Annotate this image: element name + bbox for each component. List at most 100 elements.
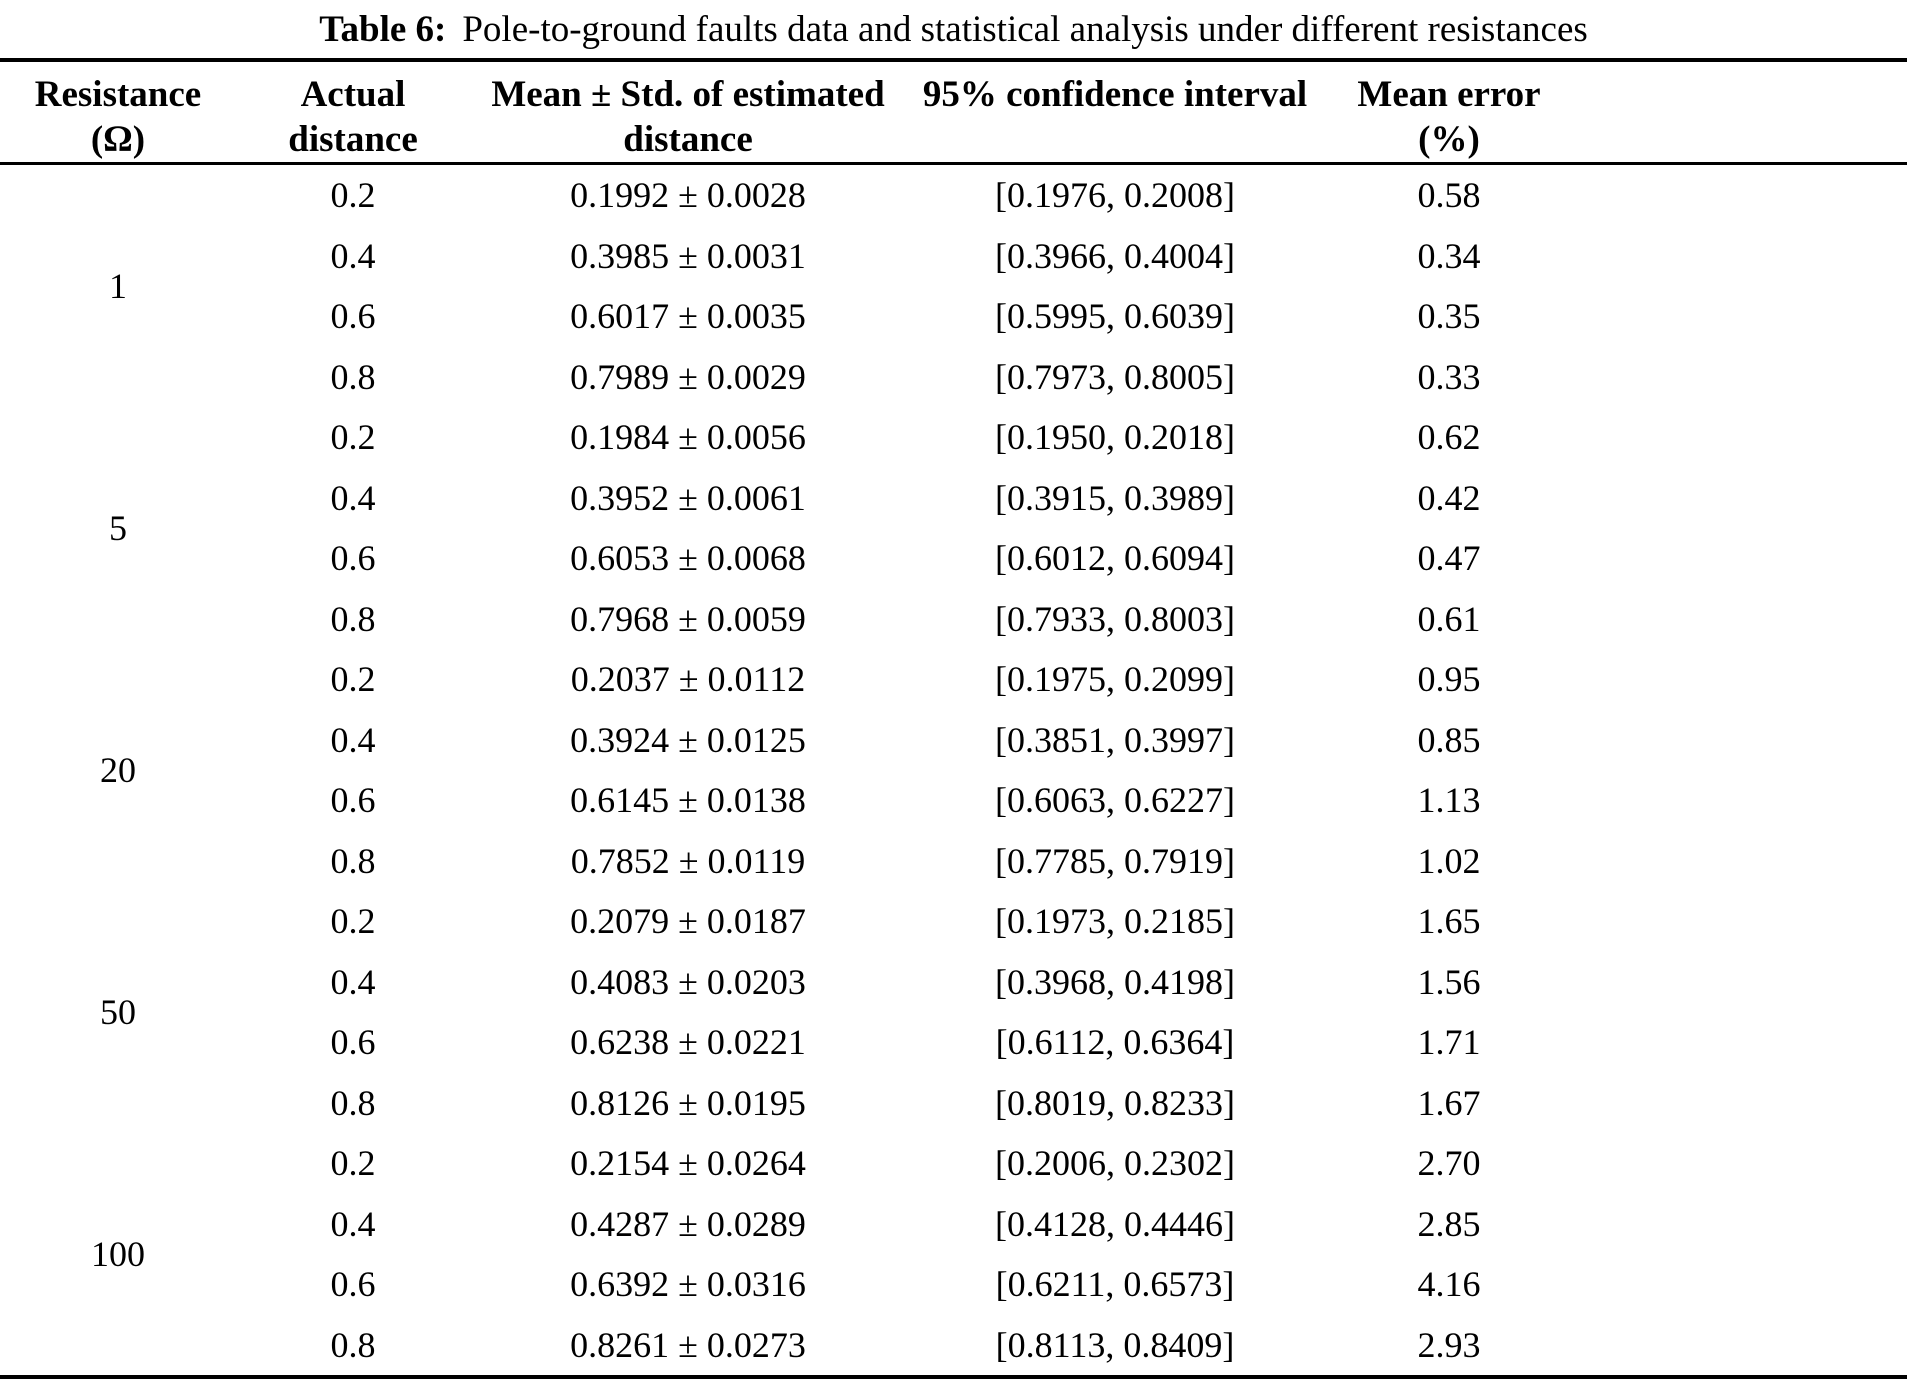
confidence-interval-cell: [0.6112, 0.6364] <box>995 1022 1235 1063</box>
mean-error-cell: 4.16 <box>1417 1264 1481 1305</box>
table-row: 100 0.2 0.2154 ± 0.0264 [0.2006, 0.2302] 2.7… <box>0 1133 1907 1274</box>
spacer-cell <box>1574 528 1907 589</box>
actual-distance-cell: 0.4 <box>330 477 376 518</box>
actual-distance-cell: 0.6 <box>330 780 376 821</box>
header-resistance-line2: (Ω) <box>90 119 146 160</box>
spacer-cell <box>1574 891 1907 952</box>
actual-distance-cell: 0.4 <box>330 961 376 1002</box>
confidence-interval-cell: [0.1975, 0.2099] <box>995 659 1235 700</box>
actual-distance-cell: 0.8 <box>330 598 376 639</box>
confidence-interval-cell: [0.1950, 0.2018] <box>995 417 1235 458</box>
header-mean-std-line1: Mean ± Std. of estimated <box>491 74 885 115</box>
table-row: 0.6 0.6238 ± 0.0221 [0.6112, 0.6364] 1.71 <box>0 1012 1907 1073</box>
resistance-cell: 100 <box>91 1234 145 1274</box>
mean-error-cell: 0.34 <box>1417 235 1481 276</box>
confidence-interval-cell: [0.3966, 0.4004] <box>995 235 1235 276</box>
mean-error-cell: 2.93 <box>1417 1324 1481 1365</box>
confidence-interval-cell: [0.1976, 0.2008] <box>995 175 1235 216</box>
spacer-cell <box>1574 831 1907 892</box>
spacer-cell <box>1574 226 1907 287</box>
spacer-cell <box>1574 770 1907 831</box>
table-header: Resistance (Ω) Actual distance Mean ± St… <box>0 60 1907 164</box>
header-row: Resistance (Ω) Actual distance Mean ± St… <box>0 60 1907 164</box>
header-actual-line1: Actual <box>300 74 406 115</box>
actual-distance-cell: 0.8 <box>330 356 376 397</box>
mean-std-cell: 0.7852 ± 0.0119 <box>570 840 806 881</box>
actual-distance-cell: 0.4 <box>330 1203 376 1244</box>
confidence-interval-cell: [0.3915, 0.3989] <box>995 477 1235 518</box>
table-row: 0.8 0.8126 ± 0.0195 [0.8019, 0.8233] 1.67 <box>0 1073 1907 1134</box>
table-caption: Table 6: Pole-to-ground faults data and s… <box>0 0 1907 58</box>
spacer-cell <box>1574 347 1907 408</box>
mean-std-cell: 0.6145 ± 0.0138 <box>570 780 806 821</box>
mean-error-cell: 2.70 <box>1417 1143 1481 1184</box>
confidence-interval-cell: [0.7933, 0.8003] <box>995 598 1235 639</box>
mean-std-cell: 0.7989 ± 0.0029 <box>570 356 806 397</box>
header-confidence-interval: 95% confidence interval <box>906 60 1324 164</box>
mean-std-cell: 0.8261 ± 0.0273 <box>570 1324 806 1365</box>
table-row: 0.8 0.8261 ± 0.0273 [0.8113, 0.8409] 2.93 <box>0 1315 1907 1378</box>
mean-error-cell: 1.13 <box>1417 780 1481 821</box>
confidence-interval-cell: [0.8113, 0.8409] <box>995 1324 1235 1365</box>
mean-std-cell: 0.3985 ± 0.0031 <box>570 235 806 276</box>
confidence-interval-cell: [0.7973, 0.8005] <box>995 356 1235 397</box>
data-table: Resistance (Ω) Actual distance Mean ± St… <box>0 58 1907 1379</box>
actual-distance-cell: 0.8 <box>330 840 376 881</box>
mean-std-cell: 0.1992 ± 0.0028 <box>570 175 806 216</box>
actual-distance-cell: 0.6 <box>330 538 376 579</box>
spacer-cell <box>1574 952 1907 1013</box>
actual-distance-cell: 0.2 <box>330 901 376 942</box>
mean-std-cell: 0.2154 ± 0.0264 <box>570 1143 806 1184</box>
table-row: 0.6 0.6392 ± 0.0316 [0.6211, 0.6573] 4.16 <box>0 1254 1907 1315</box>
table-row: 0.8 0.7968 ± 0.0059 [0.7933, 0.8003] 0.61 <box>0 589 1907 650</box>
mean-error-cell: 0.61 <box>1417 598 1481 639</box>
table-caption-text: Pole-to-ground faults data and statistic… <box>462 9 1588 50</box>
header-resistance-line1: Resistance <box>34 74 202 115</box>
confidence-interval-cell: [0.3968, 0.4198] <box>995 961 1235 1002</box>
actual-distance-cell: 0.8 <box>330 1324 376 1365</box>
mean-std-cell: 0.6053 ± 0.0068 <box>570 538 806 579</box>
actual-distance-cell: 0.2 <box>330 1143 376 1184</box>
mean-error-cell: 2.85 <box>1417 1203 1481 1244</box>
confidence-interval-cell: [0.4128, 0.4446] <box>995 1203 1235 1244</box>
confidence-interval-cell: [0.2006, 0.2302] <box>995 1143 1235 1184</box>
table-row: 0.4 0.3952 ± 0.0061 [0.3915, 0.3989] 0.42 <box>0 468 1907 529</box>
mean-std-cell: 0.8126 ± 0.0195 <box>570 1082 806 1123</box>
mean-error-cell: 1.67 <box>1417 1082 1481 1123</box>
mean-std-cell: 0.4083 ± 0.0203 <box>570 961 806 1002</box>
header-mean-std: Mean ± Std. of estimated distance <box>470 60 906 164</box>
header-mean-std-line2: distance <box>623 119 753 160</box>
spacer-cell <box>1574 649 1907 710</box>
header-mean-error-line1: Mean error <box>1357 74 1541 115</box>
mean-error-cell: 0.42 <box>1417 477 1481 518</box>
mean-error-cell: 1.71 <box>1417 1022 1481 1063</box>
table-body: 1 0.2 0.1992 ± 0.0028 [0.1976, 0.2008] 0.58 0… <box>0 164 1907 1378</box>
table-row: 0.8 0.7989 ± 0.0029 [0.7973, 0.8005] 0.33 <box>0 347 1907 408</box>
actual-distance-cell: 0.6 <box>330 1264 376 1305</box>
mean-error-cell: 0.35 <box>1417 296 1481 337</box>
confidence-interval-cell: [0.6211, 0.6573] <box>995 1264 1235 1305</box>
resistance-cell: 5 <box>109 508 127 548</box>
spacer-cell <box>1574 286 1907 347</box>
mean-std-cell: 0.1984 ± 0.0056 <box>570 417 806 458</box>
mean-std-cell: 0.2037 ± 0.0112 <box>570 659 806 700</box>
table-caption-label: Table 6: <box>319 9 447 50</box>
actual-distance-cell: 0.2 <box>330 175 376 216</box>
header-resistance: Resistance (Ω) <box>0 60 236 164</box>
table-row: 0.4 0.4083 ± 0.0203 [0.3968, 0.4198] 1.56 <box>0 952 1907 1013</box>
mean-std-cell: 0.6392 ± 0.0316 <box>570 1264 806 1305</box>
actual-distance-cell: 0.8 <box>330 1082 376 1123</box>
mean-std-cell: 0.3952 ± 0.0061 <box>570 477 806 518</box>
spacer-cell <box>1574 1012 1907 1073</box>
spacer-cell <box>1574 468 1907 529</box>
confidence-interval-cell: [0.1973, 0.2185] <box>995 901 1235 942</box>
table-row: 0.4 0.4287 ± 0.0289 [0.4128, 0.4446] 2.85 <box>0 1194 1907 1255</box>
mean-std-cell: 0.3924 ± 0.0125 <box>570 719 806 760</box>
actual-distance-cell: 0.6 <box>330 296 376 337</box>
actual-distance-cell: 0.2 <box>330 659 376 700</box>
table-row: 0.6 0.6145 ± 0.0138 [0.6063, 0.6227] 1.13 <box>0 770 1907 831</box>
mean-std-cell: 0.2079 ± 0.0187 <box>570 901 806 942</box>
confidence-interval-cell: [0.3851, 0.3997] <box>995 719 1235 760</box>
spacer-cell <box>1574 1254 1907 1315</box>
